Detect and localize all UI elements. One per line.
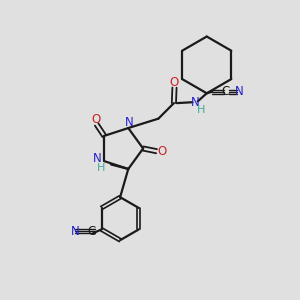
Text: H: H <box>196 105 205 115</box>
Text: N: N <box>71 225 80 238</box>
Text: O: O <box>92 112 101 126</box>
Text: O: O <box>170 76 179 89</box>
Text: N: N <box>124 116 133 129</box>
Text: C: C <box>87 225 95 238</box>
Text: N: N <box>235 85 244 98</box>
Text: N: N <box>191 96 200 109</box>
Text: H: H <box>97 163 105 173</box>
Text: N: N <box>93 152 102 165</box>
Text: C: C <box>222 85 230 98</box>
Text: O: O <box>157 145 167 158</box>
